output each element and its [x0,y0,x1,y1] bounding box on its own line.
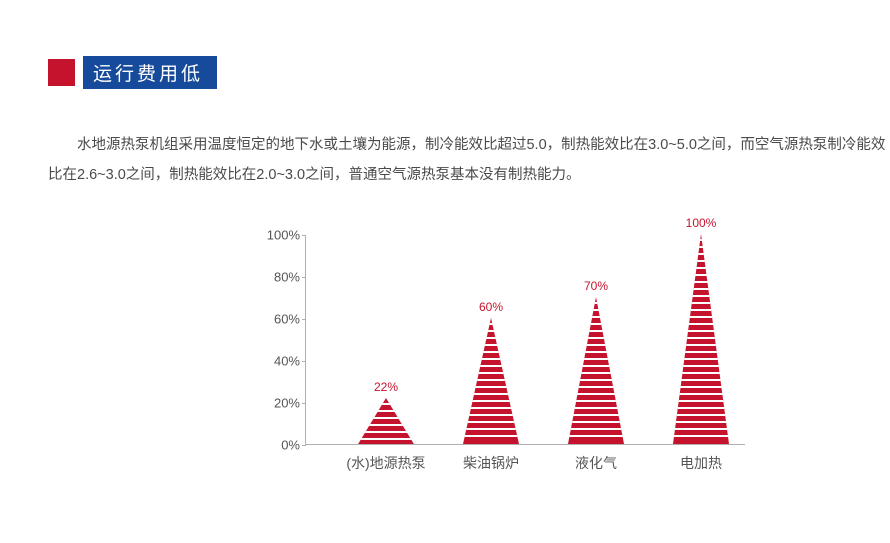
chart-bar [461,318,521,444]
bar-value-label: 22% [356,380,416,394]
section-header: 运行费用低 [48,56,217,89]
section-title: 运行费用低 [83,56,217,89]
x-category-label: (水)地源热泵 [346,453,425,473]
body-paragraph: 水地源热泵机组采用温度恒定的地下水或土壤为能源，制冷能效比超过5.0，制热能效比… [48,130,890,191]
y-tick-mark [302,445,306,446]
y-tick-mark [302,361,306,362]
y-tick-mark [302,235,306,236]
cost-chart: 0%20%40%60%80%100%22%(水)地源热泵60%柴油锅炉70%液化… [245,235,755,495]
y-tick-mark [302,277,306,278]
y-tick-label: 40% [258,354,300,369]
x-category-label: 电加热 [680,453,722,473]
chart-plot-area: 0%20%40%60%80%100%22%(水)地源热泵60%柴油锅炉70%液化… [305,235,745,445]
bar-value-label: 100% [671,216,731,230]
y-tick-label: 60% [258,312,300,327]
y-tick-mark [302,403,306,404]
x-category-label: 液化气 [575,453,617,473]
y-tick-label: 100% [258,228,300,243]
chart-bar [356,398,416,444]
chart-bar [566,297,626,444]
y-tick-label: 80% [258,270,300,285]
y-tick-label: 20% [258,396,300,411]
y-tick-label: 0% [258,438,300,453]
x-category-label: 柴油锅炉 [463,453,519,473]
bar-value-label: 70% [566,279,626,293]
chart-bar [671,234,731,444]
bar-value-label: 60% [461,300,521,314]
header-red-square [48,59,75,86]
y-tick-mark [302,319,306,320]
